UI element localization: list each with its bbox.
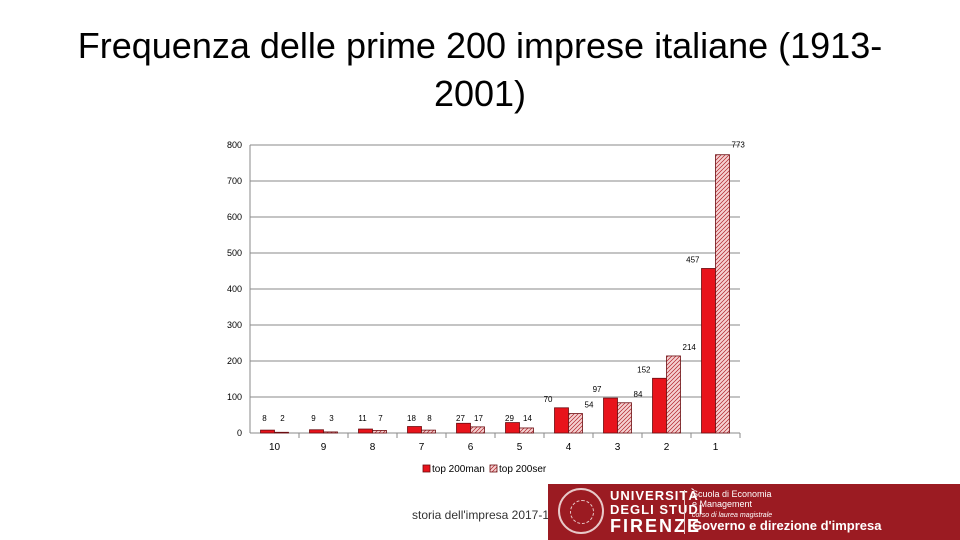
footer-text: storia dell'impresa 2017-18 bbox=[412, 508, 556, 522]
school-name-line2: e Management bbox=[692, 499, 753, 509]
data-label: 8 bbox=[262, 414, 267, 423]
course-name: Governo e direzione d'impresa bbox=[692, 518, 882, 533]
data-label: 8 bbox=[427, 414, 432, 423]
y-axis-tick-labels: 0 100 200 300 400 500 600 700 800 bbox=[227, 140, 242, 438]
x-tick-label: 5 bbox=[517, 442, 523, 453]
y-tick-label: 0 bbox=[237, 428, 242, 438]
y-tick-label: 100 bbox=[227, 392, 242, 402]
university-banner: UNIVERSITÀ DEGLI STUDI FIRENZE Scuola di… bbox=[548, 484, 960, 540]
x-tick-label: 6 bbox=[468, 442, 474, 453]
bar-top-200ser-3 bbox=[617, 402, 632, 434]
data-label: 84 bbox=[634, 390, 643, 399]
data-label: 773 bbox=[732, 141, 746, 150]
legend: top 200man top 200ser bbox=[422, 464, 547, 475]
bar-top-200ser-4 bbox=[568, 413, 583, 434]
y-tick-label: 300 bbox=[227, 320, 242, 330]
data-label: 97 bbox=[593, 385, 602, 394]
bars bbox=[260, 154, 730, 434]
y-tick-label: 700 bbox=[227, 176, 242, 186]
data-label: 9 bbox=[311, 414, 316, 423]
bar-top-200man-1 bbox=[701, 268, 716, 434]
bar-top-200man-7 bbox=[407, 426, 422, 434]
bar-top-200ser-7 bbox=[421, 429, 436, 434]
university-name-line1: UNIVERSITÀ bbox=[610, 488, 699, 503]
y-tick-label: 800 bbox=[227, 140, 242, 150]
course-type: corso di laurea magistrale bbox=[692, 512, 773, 519]
x-tick-label: 2 bbox=[664, 442, 670, 453]
bar-top-200man-5 bbox=[505, 422, 520, 434]
bar-top-200ser-6 bbox=[470, 426, 485, 434]
data-label: 54 bbox=[585, 401, 594, 410]
y-tick-label: 500 bbox=[227, 248, 242, 258]
bar-top-200ser-2 bbox=[666, 355, 681, 434]
bar-top-200ser-5 bbox=[519, 427, 534, 434]
school-name-line1: Scuola di Economia bbox=[692, 489, 772, 499]
y-tick-label: 200 bbox=[227, 356, 242, 366]
data-label: 27 bbox=[456, 414, 465, 423]
university-name-line2: DEGLI STUDI bbox=[610, 502, 704, 517]
x-tick-label: 8 bbox=[370, 442, 376, 453]
bar-top-200man-4 bbox=[554, 407, 569, 434]
data-label: 29 bbox=[505, 414, 514, 423]
legend-swatch bbox=[489, 464, 498, 473]
bar-top-200man-3 bbox=[603, 397, 618, 434]
x-axis-tick-labels: 10 9 8 7 6 5 4 3 2 1 bbox=[269, 442, 719, 453]
x-tick-label: 1 bbox=[713, 442, 719, 453]
bar-top-200man-8 bbox=[358, 428, 373, 434]
x-tick-label: 4 bbox=[566, 442, 572, 453]
y-tick-label: 400 bbox=[227, 284, 242, 294]
bar-top-200ser-8 bbox=[372, 430, 387, 434]
x-tick-label: 10 bbox=[269, 442, 281, 453]
bar-top-200ser-9 bbox=[323, 431, 338, 434]
data-label: 70 bbox=[544, 395, 553, 404]
data-label: 457 bbox=[686, 255, 700, 264]
data-label: 214 bbox=[683, 343, 697, 352]
data-label: 3 bbox=[329, 414, 334, 423]
data-label: 18 bbox=[407, 414, 416, 423]
bar-top-200man-9 bbox=[309, 429, 324, 434]
data-label: 2 bbox=[280, 414, 285, 423]
legend-label: top 200man bbox=[432, 464, 485, 475]
banner-divider bbox=[684, 490, 685, 534]
x-tick-label: 9 bbox=[321, 442, 327, 453]
data-label: 11 bbox=[358, 414, 367, 423]
data-label: 14 bbox=[523, 414, 532, 423]
bar-top-200man-10 bbox=[260, 429, 275, 434]
data-label: 17 bbox=[474, 414, 483, 423]
university-seal-icon bbox=[558, 488, 604, 534]
bar-top-200ser-10 bbox=[274, 431, 289, 434]
x-tick-label: 3 bbox=[615, 442, 621, 453]
bar-top-200ser-1 bbox=[715, 154, 730, 434]
legend-swatch bbox=[422, 464, 431, 473]
university-name-line3: FIRENZE bbox=[610, 516, 702, 536]
gridlines bbox=[249, 144, 741, 438]
y-tick-label: 600 bbox=[227, 212, 242, 222]
data-label: 152 bbox=[637, 365, 651, 374]
bar-top-200man-6 bbox=[456, 422, 471, 434]
bar-top-200man-2 bbox=[652, 377, 667, 434]
legend-label: top 200ser bbox=[499, 464, 547, 475]
x-tick-label: 7 bbox=[419, 442, 425, 453]
chart-title: Frequenza delle prime 200 imprese italia… bbox=[77, 25, 883, 114]
data-label: 7 bbox=[378, 414, 383, 423]
